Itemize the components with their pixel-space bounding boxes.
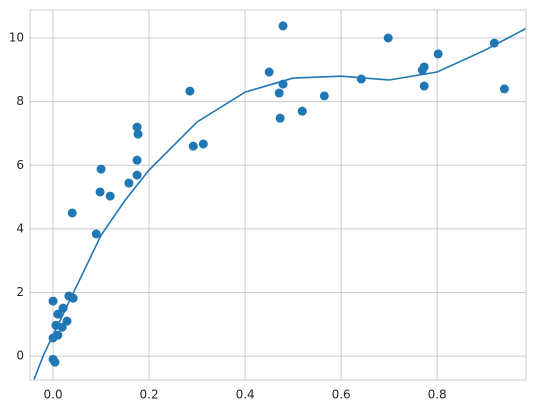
point (489, 38, 499, 48)
point (67, 208, 77, 218)
point (132, 170, 142, 180)
y-tick-label: 4 (16, 221, 24, 235)
point (132, 122, 142, 132)
x-tick-label: 0.8 (428, 388, 447, 402)
point (419, 81, 429, 91)
point (132, 155, 142, 165)
point (356, 74, 366, 84)
point (275, 113, 285, 123)
point (278, 21, 288, 31)
marks (33, 21, 526, 380)
point (105, 191, 115, 201)
plot-frame (29, 9, 527, 381)
point (95, 187, 105, 197)
point (48, 296, 58, 306)
point (297, 106, 307, 116)
point (433, 49, 443, 59)
point (188, 141, 198, 151)
point (198, 139, 208, 149)
y-tick-label: 10 (9, 30, 24, 44)
point (68, 293, 78, 303)
point (419, 62, 429, 72)
y-tick-label: 2 (16, 285, 24, 299)
point (53, 330, 63, 340)
point (96, 164, 106, 174)
x-tick-label: 0.2 (140, 388, 159, 402)
point (124, 178, 134, 188)
point (53, 309, 63, 319)
point (185, 86, 195, 96)
point (274, 88, 284, 98)
point (57, 322, 67, 332)
point (91, 229, 101, 239)
x-tick-label: 0.6 (332, 388, 351, 402)
fit-line (33, 27, 526, 380)
y-tick-label: 6 (16, 158, 24, 172)
y-tick-label: 8 (16, 94, 24, 108)
point (62, 316, 72, 326)
point (50, 357, 60, 367)
grid (30, 10, 526, 380)
point (383, 33, 393, 43)
point (499, 84, 509, 94)
point (319, 91, 329, 101)
x-tick-label: 0.0 (44, 388, 63, 402)
x-tick-label: 0.4 (236, 388, 255, 402)
point (133, 129, 143, 139)
point (264, 67, 274, 77)
y-tick-label: 0 (16, 349, 24, 363)
